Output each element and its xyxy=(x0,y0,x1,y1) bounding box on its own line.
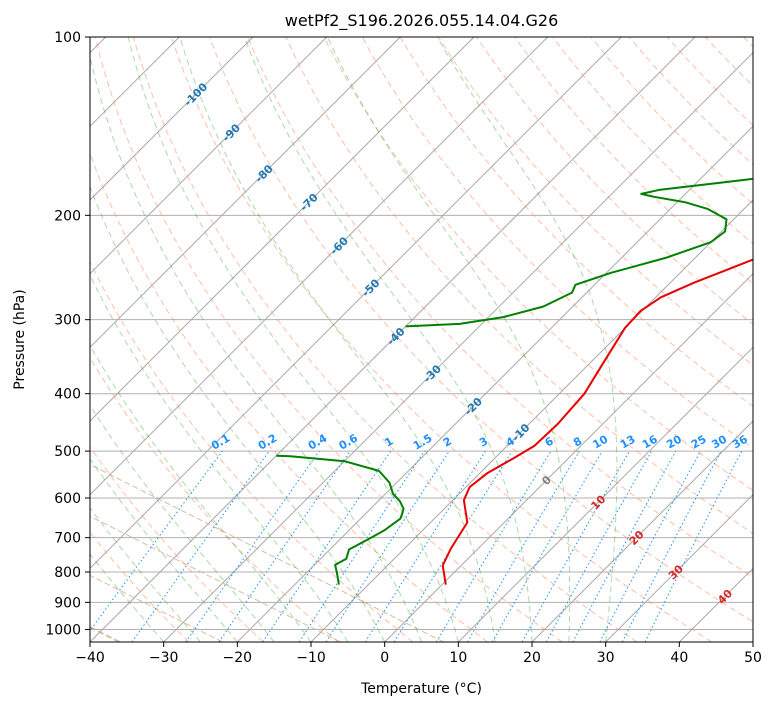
x-tick-label: 50 xyxy=(744,650,762,666)
isohume-line xyxy=(90,450,223,632)
isotherm-line xyxy=(163,51,753,642)
isohume-line xyxy=(131,450,270,642)
dry-adiabat xyxy=(476,37,753,325)
series-line xyxy=(405,177,753,328)
y-tick-label: 200 xyxy=(54,208,81,224)
isohume-line xyxy=(435,450,552,642)
moist-adiabat xyxy=(90,274,349,642)
isotherm-line xyxy=(90,37,254,201)
isotherm-line xyxy=(90,37,475,422)
isotherm-line xyxy=(605,493,753,642)
y-tick-label: 300 xyxy=(54,313,81,329)
background-lines xyxy=(90,37,753,642)
x-tick-label: 0 xyxy=(380,650,389,666)
isotherm-line xyxy=(236,125,753,642)
moist-adiabat xyxy=(90,404,275,642)
moist-adiabat xyxy=(90,553,165,642)
moist-adiabat xyxy=(244,37,533,642)
dry-adiabat xyxy=(90,446,264,642)
plot-frame xyxy=(89,36,754,643)
series-line xyxy=(276,454,405,585)
chart-title: wetPf2_S196.2026.055.14.04.G26 xyxy=(285,11,559,31)
moist-adiabat xyxy=(90,507,201,642)
y-tick-label: 900 xyxy=(54,595,81,611)
dry-adiabat xyxy=(132,37,638,642)
dry-adiabat xyxy=(399,37,753,407)
y-tick-label: 100 xyxy=(54,30,81,46)
y-tick-label: 500 xyxy=(54,444,81,460)
x-tick-label: −20 xyxy=(223,650,253,666)
moist-adiabat xyxy=(90,457,238,642)
dry-adiabat xyxy=(628,37,753,166)
dry-adiabat xyxy=(514,37,753,285)
isohume-line xyxy=(545,450,653,642)
x-tick-label: −40 xyxy=(75,650,105,666)
moist-adiabat xyxy=(90,185,386,642)
moist-adiabat xyxy=(90,54,422,642)
isohume-line xyxy=(467,450,580,642)
axis-ticks: −40 −30 −20 −10 0 10 20 30 40 50 100 200 300 400 500 60… xyxy=(45,30,762,666)
x-tick-label: 10 xyxy=(449,650,467,666)
y-tick-label: 700 xyxy=(54,531,81,547)
isohume-line xyxy=(572,450,677,642)
isohume-line xyxy=(185,450,320,642)
dry-adiabat xyxy=(361,37,753,449)
dry-adiabat xyxy=(209,37,753,623)
isotherm-line xyxy=(531,420,753,642)
isotherm-line xyxy=(384,272,753,642)
x-tick-label: 40 xyxy=(670,650,688,666)
y-tick-label: 1000 xyxy=(45,622,81,638)
moist-adiabat xyxy=(179,37,496,642)
isotherm-line xyxy=(90,37,328,275)
isotherm-line xyxy=(90,37,622,570)
y-tick-label: 400 xyxy=(54,387,81,403)
moist-adiabat xyxy=(90,344,312,642)
series-line xyxy=(441,258,753,585)
y-tick-label: 600 xyxy=(54,491,81,507)
y-axis-label: Pressure (hPa) xyxy=(12,289,28,389)
isohume-line xyxy=(491,450,603,642)
isohume-line xyxy=(325,450,450,642)
dry-adiabat xyxy=(247,37,753,578)
dry-adiabat xyxy=(323,37,753,491)
dry-adiabat xyxy=(94,37,563,642)
x-tick-label: 20 xyxy=(523,650,541,666)
profile-lines xyxy=(276,177,753,585)
isohume-line xyxy=(393,450,513,642)
isotherm-line xyxy=(90,37,401,349)
moist-adiabat xyxy=(327,37,571,642)
x-tick-label: −30 xyxy=(149,650,179,666)
isohume-line xyxy=(521,450,630,642)
x-tick-label: 30 xyxy=(597,650,615,666)
y-tick-label: 800 xyxy=(54,565,81,581)
isohume-line xyxy=(218,450,351,642)
dry-adiabat xyxy=(90,260,414,642)
x-axis-label: Temperature (°C) xyxy=(360,681,482,697)
isotherm-line xyxy=(457,346,753,642)
isotherm-line xyxy=(90,37,696,642)
isotherm-line xyxy=(90,37,549,496)
x-tick-label: −10 xyxy=(296,650,326,666)
isohume-line xyxy=(364,450,486,642)
moist-adiabat xyxy=(127,37,459,642)
